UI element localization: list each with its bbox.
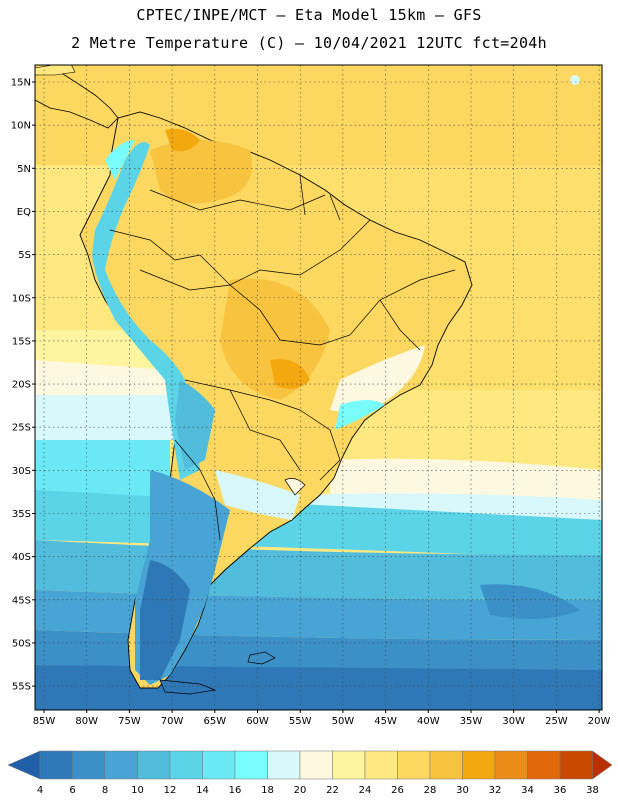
central-america (35, 71, 119, 129)
temperature-map: 15N 10N 5N EQ 5S 10S 15S 20S 25S 30S 35S 40S 45S 50S 5… (11, 64, 611, 727)
legend-swatch (169, 750, 203, 780)
lon-label: 60W (246, 716, 269, 727)
land-cool-south (215, 470, 300, 520)
legend-value: 10 (131, 785, 144, 796)
lon-label: 40W (417, 716, 440, 727)
legend-swatch (527, 750, 561, 780)
legend-swatch (332, 750, 366, 780)
lon-label: 85W (33, 716, 56, 727)
lat-label: 5S (18, 250, 31, 261)
ocean-band-20-22-pacific (35, 360, 175, 400)
lat-label: 20S (12, 380, 31, 391)
land-hot-venezuela (165, 128, 200, 152)
lon-label: 20W (588, 716, 611, 727)
color-legend: 4 6 8 10 12 14 16 18 20 22 24 26 28 30 32 34 36 38 (7, 750, 613, 796)
andes-north-cold (105, 140, 135, 180)
land-cold-coast (335, 400, 385, 430)
legend-labels: 4 6 8 10 12 14 16 18 20 22 24 26 28 30 32 34 36 38 (37, 785, 599, 796)
falkland-islands (247, 651, 276, 665)
legend-swatch (397, 750, 431, 780)
legend-arrow-high (592, 750, 613, 780)
ocean-band-6-8 (35, 665, 602, 710)
legend-value: 18 (261, 785, 274, 796)
legend-swatch (234, 750, 268, 780)
legend-value: 34 (521, 785, 534, 796)
lat-label: 50S (12, 638, 31, 649)
map-frame (34, 64, 603, 711)
lon-label: 50W (332, 716, 355, 727)
caribbean-coast (35, 65, 76, 76)
map-title-line-1: CPTEC/INPE/MCT – Eta Model 15km – GFS (136, 6, 482, 24)
tierra-del-fuego (159, 679, 217, 695)
legend-arrow-low (7, 750, 41, 780)
legend-value: 32 (489, 785, 502, 796)
lat-label: 5N (17, 164, 31, 175)
legend-swatch (429, 750, 463, 780)
land-cool-southeast (330, 345, 425, 412)
ocean-band-16-18-pacific (35, 440, 170, 500)
lon-label: 80W (75, 716, 98, 727)
lon-label: 70W (161, 716, 184, 727)
legend-value: 24 (359, 785, 372, 796)
ocean-band-18-20-pacific (35, 395, 175, 440)
legend-value: 6 (69, 785, 75, 796)
legend-value: 22 (326, 785, 339, 796)
legend-value: 4 (37, 785, 43, 796)
legend-value: 38 (586, 785, 599, 796)
legend-swatch (559, 750, 593, 780)
lon-label: 35W (460, 716, 483, 727)
lon-label: 55W (289, 716, 312, 727)
lat-label: 30S (12, 466, 31, 477)
lat-label: 25S (12, 423, 31, 434)
legend-swatch (202, 750, 236, 780)
longitude-labels: 85W 80W 75W 70W 65W 60W 55W 50W 45W 40W 35W 30W 25W 2… (33, 710, 611, 727)
rio-de-la-plata (284, 478, 306, 496)
ocean-cold-patch (480, 584, 580, 619)
lat-label: 15S (12, 336, 31, 347)
legend-swatches (7, 750, 613, 780)
atlantic-cool-spot (570, 75, 580, 85)
legend-value: 26 (391, 785, 404, 796)
legend-swatch (299, 750, 333, 780)
temperature-field (35, 65, 602, 710)
lon-label: 65W (203, 716, 226, 727)
legend-swatch (72, 750, 106, 780)
country-borders (109, 174, 456, 541)
legend-swatch (462, 750, 496, 780)
legend-value: 8 (102, 785, 108, 796)
lon-label: 25W (545, 716, 568, 727)
land-coldest-andes-south (140, 560, 190, 680)
lat-label: 35S (12, 509, 31, 520)
legend-value: 28 (424, 785, 437, 796)
legend-swatch (267, 750, 301, 780)
lat-label: 45S (12, 595, 31, 606)
lon-label: 30W (502, 716, 525, 727)
lat-label: EQ (17, 207, 31, 218)
map-title-line-2: 2 Metre Temperature (C) – 10/04/2021 12U… (71, 34, 547, 52)
legend-swatch (104, 750, 138, 780)
lat-label: 10N (11, 121, 31, 132)
legend-swatch (494, 750, 528, 780)
legend-value: 12 (164, 785, 177, 796)
andes-cold-strip (92, 142, 200, 480)
land-warm-north (150, 140, 252, 204)
legend-value: 16 (229, 785, 242, 796)
lat-label: 10S (12, 293, 31, 304)
map-gridlines (35, 65, 602, 710)
legend-value: 30 (456, 785, 469, 796)
legend-value: 36 (554, 785, 567, 796)
lat-label: 15N (11, 78, 31, 89)
andes-cold-high (175, 380, 215, 470)
lon-label: 45W (374, 716, 397, 727)
legend-swatch (137, 750, 171, 780)
ocean-band-20-22-atlantic (330, 458, 602, 500)
lon-label: 75W (118, 716, 141, 727)
latitude-labels: 15N 10N 5N EQ 5S 10S 15S 20S 25S 30S 35S 40S 45S 50S 5… (11, 78, 35, 693)
lat-label: 40S (12, 552, 31, 563)
legend-value: 14 (196, 785, 209, 796)
legend-swatch (39, 750, 73, 780)
legend-value: 20 (294, 785, 307, 796)
legend-swatch (364, 750, 398, 780)
lat-label: 55S (12, 682, 31, 693)
